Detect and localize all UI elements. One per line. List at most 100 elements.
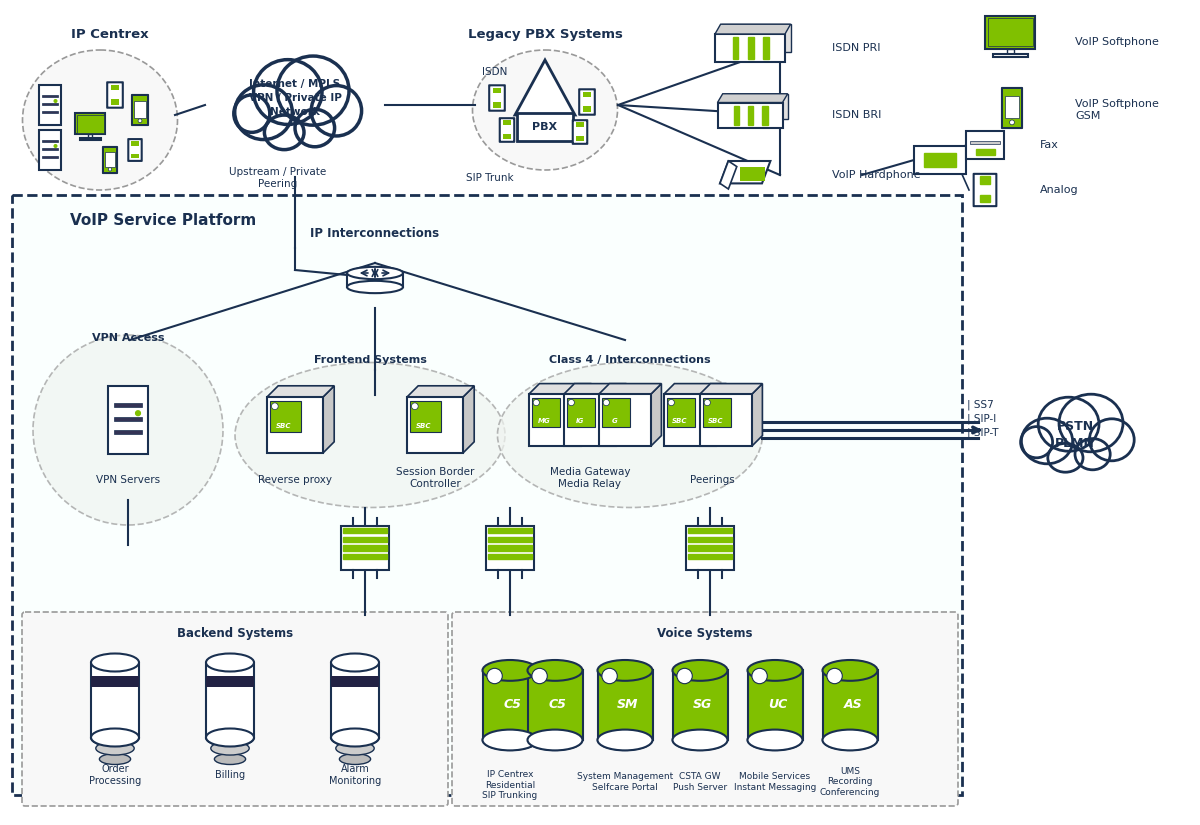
FancyBboxPatch shape <box>103 147 118 173</box>
Text: Internet / MPLS
VPN / Private IP
Network: Internet / MPLS VPN / Private IP Network <box>248 79 342 116</box>
Text: VoIP Softphone
GSM: VoIP Softphone GSM <box>1075 99 1159 121</box>
Bar <box>488 545 532 550</box>
Text: G: G <box>612 418 618 424</box>
Ellipse shape <box>347 280 403 293</box>
FancyBboxPatch shape <box>128 139 142 161</box>
Ellipse shape <box>331 728 379 747</box>
Polygon shape <box>718 94 787 102</box>
Bar <box>42 148 58 150</box>
Ellipse shape <box>1038 397 1099 451</box>
Bar <box>503 120 511 125</box>
Bar <box>206 662 254 738</box>
Bar <box>343 545 388 550</box>
Bar <box>576 122 584 127</box>
Bar <box>331 676 379 686</box>
Bar <box>1007 49 1014 54</box>
Ellipse shape <box>482 729 538 751</box>
Ellipse shape <box>235 362 505 507</box>
Text: Voice Systems: Voice Systems <box>658 626 752 639</box>
Ellipse shape <box>598 660 653 681</box>
Ellipse shape <box>748 660 803 681</box>
Text: PSTN
PLMN: PSTN PLMN <box>1055 420 1094 450</box>
Ellipse shape <box>672 729 727 751</box>
Text: Analog: Analog <box>1040 185 1079 195</box>
FancyBboxPatch shape <box>22 612 448 806</box>
Polygon shape <box>323 386 334 453</box>
Ellipse shape <box>822 729 877 751</box>
Ellipse shape <box>822 729 877 751</box>
Circle shape <box>108 167 112 171</box>
Bar <box>503 134 511 139</box>
Bar <box>91 662 139 738</box>
FancyBboxPatch shape <box>12 195 962 795</box>
Polygon shape <box>564 384 626 394</box>
Polygon shape <box>581 384 592 446</box>
Ellipse shape <box>672 660 727 681</box>
Bar <box>985 16 1034 49</box>
Text: VoIP Service Platform: VoIP Service Platform <box>70 213 257 228</box>
Bar <box>529 394 581 446</box>
Circle shape <box>677 668 692 684</box>
Bar <box>79 138 101 139</box>
Bar <box>988 18 1032 46</box>
Bar <box>763 37 769 59</box>
Bar <box>914 146 966 174</box>
Ellipse shape <box>211 742 250 755</box>
Ellipse shape <box>482 729 538 751</box>
Bar <box>739 167 764 181</box>
Text: MG: MG <box>539 418 551 424</box>
Circle shape <box>827 668 842 684</box>
Bar <box>132 141 139 146</box>
Ellipse shape <box>295 110 335 147</box>
Circle shape <box>54 144 56 148</box>
Bar <box>599 394 650 446</box>
Polygon shape <box>616 384 626 446</box>
Polygon shape <box>752 384 762 446</box>
Bar <box>564 394 616 446</box>
Ellipse shape <box>91 728 139 747</box>
Ellipse shape <box>672 729 727 751</box>
Text: Media Gateway
Media Relay: Media Gateway Media Relay <box>550 467 630 489</box>
Bar <box>732 37 738 59</box>
Text: IP Interconnections: IP Interconnections <box>311 227 439 240</box>
Bar <box>664 394 716 446</box>
Circle shape <box>271 403 278 409</box>
Bar <box>42 111 58 113</box>
Ellipse shape <box>498 362 762 507</box>
Polygon shape <box>720 161 737 189</box>
Circle shape <box>604 399 610 406</box>
Bar <box>110 99 119 105</box>
Bar <box>566 398 595 427</box>
Bar <box>532 398 560 427</box>
Bar <box>347 273 403 287</box>
Bar <box>270 401 301 432</box>
Bar <box>74 113 106 134</box>
Bar <box>488 554 532 559</box>
Text: SBC: SBC <box>708 418 724 424</box>
Circle shape <box>668 399 674 406</box>
Polygon shape <box>529 384 592 394</box>
Polygon shape <box>515 60 575 115</box>
Polygon shape <box>266 386 334 397</box>
Bar <box>38 85 61 125</box>
Polygon shape <box>463 386 474 453</box>
Text: Backend Systems: Backend Systems <box>176 626 293 639</box>
FancyBboxPatch shape <box>132 95 148 125</box>
Circle shape <box>752 668 767 684</box>
Text: CSTA GW
Push Server: CSTA GW Push Server <box>673 772 727 792</box>
Ellipse shape <box>178 47 412 170</box>
FancyBboxPatch shape <box>490 85 505 111</box>
Ellipse shape <box>34 335 223 525</box>
FancyBboxPatch shape <box>1002 88 1022 128</box>
FancyBboxPatch shape <box>572 120 587 144</box>
Polygon shape <box>720 24 791 52</box>
Text: IP Centrex: IP Centrex <box>71 28 149 41</box>
Text: System Management
Selfcare Portal: System Management Selfcare Portal <box>577 772 673 792</box>
Text: ISDN: ISDN <box>482 67 508 77</box>
Bar <box>343 554 388 559</box>
Ellipse shape <box>1048 443 1084 472</box>
Ellipse shape <box>1060 394 1123 452</box>
Ellipse shape <box>528 729 582 751</box>
Ellipse shape <box>253 59 322 125</box>
Ellipse shape <box>91 653 139 672</box>
